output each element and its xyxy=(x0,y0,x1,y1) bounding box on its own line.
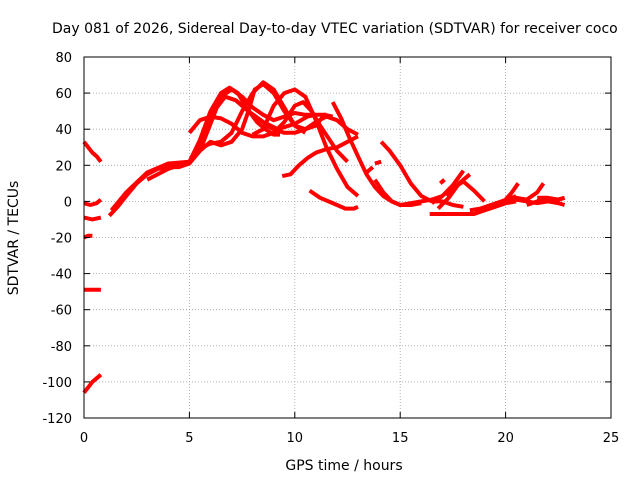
series-line-pass-u xyxy=(373,178,444,207)
series-line-pass-ab xyxy=(494,182,520,207)
series-line-pass-v xyxy=(429,199,517,216)
y-tick-label: -80 xyxy=(51,340,72,355)
y-tick-label: 40 xyxy=(55,123,72,138)
x-tick-label: 0 xyxy=(80,431,88,446)
y-tick-label: -60 xyxy=(51,304,72,319)
y-tick-label: -100 xyxy=(42,376,72,391)
series-line-pass-a xyxy=(82,140,103,163)
series-line-pass-k xyxy=(192,80,307,160)
x-tick-label: 15 xyxy=(392,431,409,446)
y-tick-label: 20 xyxy=(55,159,72,174)
x-tick-label: 5 xyxy=(185,431,193,446)
series-line-pass-p xyxy=(308,188,359,211)
series-line-pass-m xyxy=(251,87,360,198)
y-tick-label: 60 xyxy=(55,87,72,102)
y-tick-label: -20 xyxy=(51,232,72,247)
data-series xyxy=(82,80,566,394)
y-tick-label: 80 xyxy=(55,51,72,66)
series-line-pass-f xyxy=(82,373,103,394)
axis-ticks: 0 5 10 15 20 25 -120 -100 -80 -60 -40 -20 0 20 40 60 80 xyxy=(42,51,619,446)
series-line-pass-c xyxy=(83,215,102,222)
series-line-pass-d xyxy=(83,233,93,240)
series-line-pass-l xyxy=(187,100,349,164)
series-line-pass-t xyxy=(379,140,464,209)
series-line-pass-q xyxy=(330,101,422,207)
chart-title: Day 081 of 2026, Sidereal Day-to-day VTE… xyxy=(52,21,618,37)
y-tick-label: -120 xyxy=(42,412,72,427)
x-tick-label: 25 xyxy=(603,431,620,446)
series-line-pass-r xyxy=(365,165,375,175)
y-tick-label: -40 xyxy=(51,268,72,283)
series-line-pass-af xyxy=(537,195,566,202)
x-tick-label: 10 xyxy=(287,431,304,446)
series-line-pass-w xyxy=(430,169,466,205)
series-line-pass-ae xyxy=(526,199,566,207)
x-tick-label: 20 xyxy=(497,431,514,446)
y-axis-label: SDTVAR / TECUs xyxy=(6,181,22,296)
grid-lines xyxy=(84,57,611,418)
series-line-pass-o xyxy=(281,134,359,179)
y-tick-label: 0 xyxy=(64,195,72,210)
x-axis-label: GPS time / hours xyxy=(285,458,402,474)
series-line-pass-s xyxy=(374,159,382,166)
series-line-pass-y xyxy=(438,178,446,185)
series-line-pass-z xyxy=(445,179,486,203)
series-line-pass-b xyxy=(83,198,103,207)
